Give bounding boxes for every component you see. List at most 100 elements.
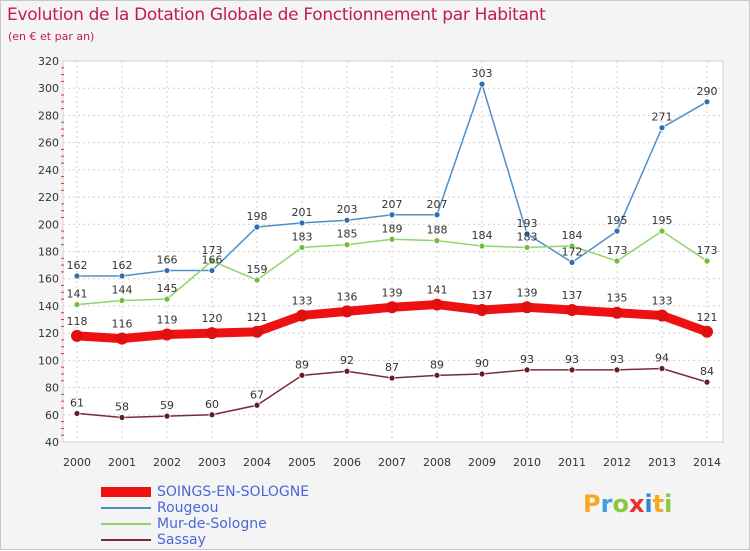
data-point-soings-en-sologne[interactable] (71, 329, 83, 342)
data-point-rougeou[interactable] (433, 211, 441, 219)
proxiti-logo[interactable]: Proxiti (583, 490, 672, 518)
y-tick-label: 220 (38, 191, 59, 204)
data-point-sassay[interactable] (703, 378, 711, 386)
data-point-rougeou[interactable] (613, 227, 621, 235)
data-point-rougeou[interactable] (523, 230, 531, 238)
data-point-mur-de-sologne[interactable] (523, 244, 531, 251)
data-label-rougeou: 198 (247, 210, 268, 223)
data-point-soings-en-sologne[interactable] (611, 306, 623, 319)
data-label-soings-en-sologne: 121 (247, 311, 268, 324)
data-point-rougeou[interactable] (388, 211, 396, 219)
data-label-soings-en-sologne: 133 (652, 294, 673, 307)
data-point-sassay[interactable] (73, 410, 81, 417)
data-label-soings-en-sologne: 118 (67, 315, 88, 328)
data-point-sassay[interactable] (388, 374, 396, 382)
data-point-soings-en-sologne[interactable] (161, 328, 173, 341)
legend-swatch-sassay (101, 539, 151, 541)
data-label-rougeou: 166 (157, 254, 178, 267)
data-point-soings-en-sologne[interactable] (521, 301, 533, 314)
data-point-rougeou[interactable] (163, 267, 171, 274)
data-label-soings-en-sologne: 133 (292, 294, 313, 307)
logo-letter: i (664, 490, 673, 518)
data-label-rougeou: 201 (292, 206, 313, 219)
data-point-sassay[interactable] (613, 366, 621, 374)
x-tick-label: 2008 (423, 456, 451, 469)
data-point-soings-en-sologne[interactable] (566, 304, 578, 317)
data-label-rougeou: 195 (607, 214, 628, 227)
data-point-soings-en-sologne[interactable] (206, 327, 218, 340)
data-point-mur-de-sologne[interactable] (298, 244, 306, 251)
data-point-sassay[interactable] (298, 371, 306, 379)
data-point-rougeou[interactable] (118, 272, 126, 280)
data-point-mur-de-sologne[interactable] (613, 257, 621, 265)
data-point-sassay[interactable] (208, 411, 216, 419)
data-point-soings-en-sologne[interactable] (431, 298, 443, 311)
data-point-sassay[interactable] (523, 366, 531, 374)
data-point-rougeou[interactable] (343, 216, 351, 224)
data-point-mur-de-sologne[interactable] (73, 301, 81, 308)
data-point-soings-en-sologne[interactable] (296, 309, 308, 322)
data-point-mur-de-sologne[interactable] (658, 227, 666, 235)
data-point-soings-en-sologne[interactable] (656, 309, 668, 322)
data-point-rougeou[interactable] (478, 80, 486, 88)
data-point-sassay[interactable] (343, 367, 351, 375)
data-point-sassay[interactable] (118, 414, 126, 421)
data-point-soings-en-sologne[interactable] (341, 305, 353, 318)
logo-letter: t (652, 490, 665, 518)
x-tick-label: 2010 (513, 456, 541, 469)
data-point-sassay[interactable] (253, 401, 261, 409)
y-tick-label: 160 (38, 273, 59, 286)
data-point-mur-de-sologne[interactable] (208, 257, 216, 265)
data-label-rougeou: 172 (562, 245, 583, 258)
x-tick-label: 2013 (648, 456, 676, 469)
data-point-rougeou[interactable] (568, 258, 576, 266)
legend-label-soings: SOINGS-EN-SOLOGNE (157, 484, 310, 500)
data-point-mur-de-sologne[interactable] (253, 276, 261, 284)
data-point-rougeou[interactable] (298, 219, 306, 227)
data-point-mur-de-sologne[interactable] (568, 242, 576, 250)
data-label-rougeou: 203 (337, 203, 358, 216)
data-label-rougeou: 193 (517, 217, 538, 230)
data-point-sassay[interactable] (163, 412, 171, 420)
data-point-rougeou[interactable] (658, 124, 666, 132)
data-point-mur-de-sologne[interactable] (703, 257, 711, 265)
data-label-rougeou: 207 (382, 198, 403, 211)
data-point-soings-en-sologne[interactable] (386, 301, 398, 314)
data-point-sassay[interactable] (433, 371, 441, 379)
data-point-mur-de-sologne[interactable] (343, 241, 351, 249)
y-tick-label: 40 (45, 436, 59, 449)
data-label-sassay: 58 (115, 401, 129, 414)
y-tick-label: 280 (38, 109, 59, 122)
data-label-mur-de-sologne: 159 (247, 263, 268, 276)
data-point-soings-en-sologne[interactable] (476, 304, 488, 317)
data-point-sassay[interactable] (568, 366, 576, 374)
data-point-rougeou[interactable] (253, 223, 261, 231)
data-point-rougeou[interactable] (73, 272, 81, 280)
data-label-mur-de-sologne: 141 (67, 288, 88, 301)
data-label-sassay: 89 (430, 358, 444, 371)
data-label-soings-en-sologne: 120 (202, 312, 223, 325)
chart-subtitle: (en € et par an) (8, 30, 95, 43)
data-point-soings-en-sologne[interactable] (251, 325, 263, 338)
y-tick-label: 140 (38, 300, 59, 313)
logo-letter: x (628, 490, 645, 518)
data-point-mur-de-sologne[interactable] (433, 237, 441, 245)
x-tick-label: 2003 (198, 456, 226, 469)
data-point-mur-de-sologne[interactable] (388, 235, 396, 243)
x-tick-label: 2000 (63, 456, 91, 469)
data-point-sassay[interactable] (478, 370, 486, 378)
data-point-soings-en-sologne[interactable] (701, 325, 713, 338)
data-point-mur-de-sologne[interactable] (118, 297, 126, 304)
data-point-sassay[interactable] (658, 365, 666, 372)
data-point-rougeou[interactable] (208, 267, 216, 274)
data-point-soings-en-sologne[interactable] (116, 332, 128, 345)
x-tick-label: 2011 (558, 456, 586, 469)
legend-label-rougeou: Rougeou (157, 500, 219, 516)
data-label-soings-en-sologne: 121 (697, 311, 718, 324)
y-tick-label: 120 (38, 327, 59, 340)
data-point-mur-de-sologne[interactable] (163, 295, 171, 303)
y-tick-label: 300 (38, 82, 59, 95)
data-point-mur-de-sologne[interactable] (478, 242, 486, 250)
data-label-soings-en-sologne: 119 (157, 314, 178, 327)
data-point-rougeou[interactable] (703, 98, 711, 106)
